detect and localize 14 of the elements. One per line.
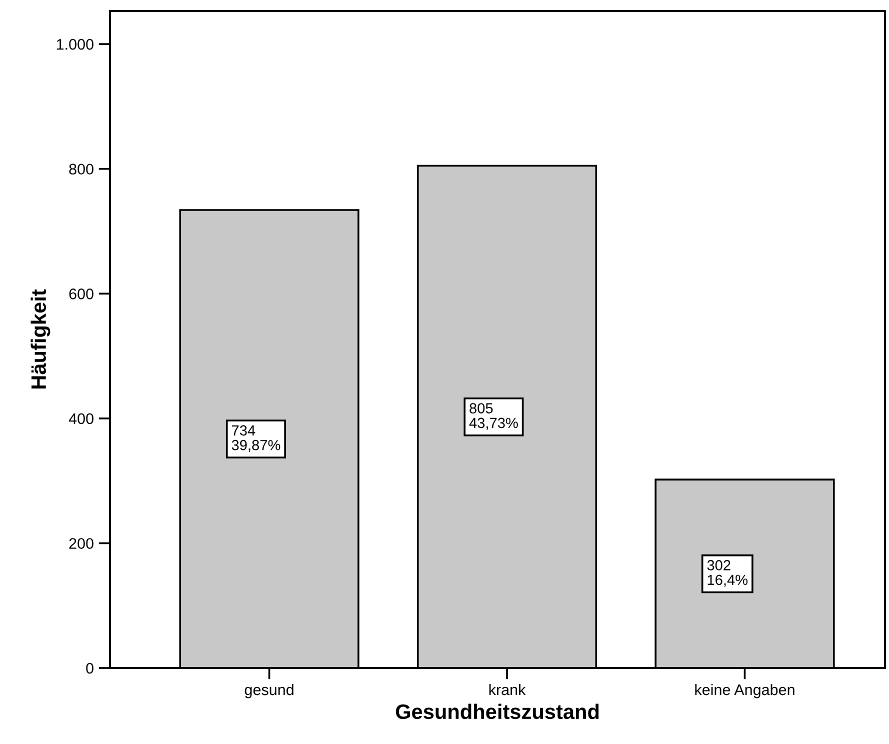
data-label: 734 39,87% [232, 425, 280, 452]
x-tick-label: gesund [244, 684, 294, 698]
y-tick-label: 600 [69, 288, 94, 300]
y-tick-label: 0 [86, 662, 94, 674]
data-label: 805 43,73% [469, 403, 518, 430]
data-label: 302 16,4% [707, 560, 748, 587]
y-axis-title: Häufigkeit [30, 289, 50, 388]
y-tick-label: 400 [68, 413, 94, 424]
y-tick-label: 800 [69, 164, 94, 175]
y-tick-label: 200 [69, 538, 94, 549]
x-axis-title: Gesundheitszustand [396, 704, 599, 720]
x-tick-label: krank [489, 684, 526, 696]
x-tick-label: keine Angaben [695, 684, 794, 698]
y-tick-label: 1.000 [56, 38, 94, 50]
